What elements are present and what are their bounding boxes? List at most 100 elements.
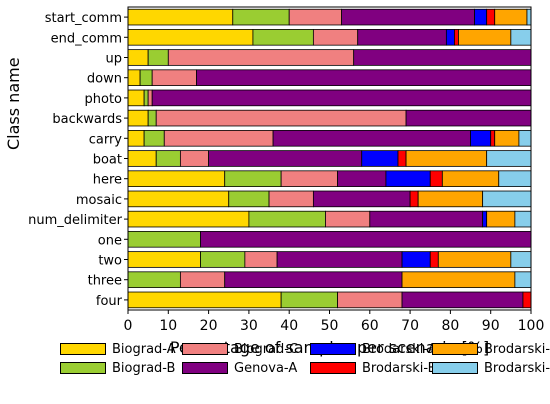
legend-label: Biograd-A: [112, 341, 176, 357]
y-tick-label: backwards: [52, 112, 122, 127]
bar-mosaic-Biograd-B: [228, 190, 270, 208]
bar-boat-Biograd-C: [179, 150, 209, 167]
x-tick-label: 50: [321, 318, 339, 334]
bar-here-Biograd-B: [224, 170, 282, 187]
legend-swatch: [310, 343, 356, 355]
bar-here-Brodarski-D: [498, 170, 532, 187]
bar-start_comm-Brodarski-D: [526, 8, 532, 26]
legend-label: Brodarski-A: [362, 341, 437, 357]
bar-four-Genova-A: [401, 291, 524, 309]
legend-item-Brodarski-C: Brodarski-C: [432, 340, 550, 358]
bar-two-Biograd-B: [200, 251, 246, 268]
legend-label: Biograd-C: [234, 341, 299, 357]
bar-carry-Biograd-B: [143, 130, 165, 147]
x-tick-label: 90: [482, 318, 500, 334]
bar-carry-Brodarski-B: [490, 130, 496, 147]
y-tick-label: three: [88, 274, 122, 289]
bar-here-Biograd-A: [127, 170, 226, 187]
y-tick-label: mosaic: [76, 193, 122, 208]
legend-label: Genova-A: [234, 360, 298, 376]
y-tick-label: num_delimiter: [28, 213, 122, 228]
bar-num_delimiter-Brodarski-C: [486, 210, 516, 228]
bar-up-Biograd-B: [147, 49, 169, 66]
bar-end_comm-Biograd-C: [312, 29, 359, 46]
bar-three-Biograd-B: [127, 271, 181, 288]
bar-four-Biograd-B: [280, 291, 338, 309]
bar-here-Genova-A: [337, 170, 387, 187]
legend: Biograd-A Biograd-B Biograd-C Genova-A Broda…: [60, 340, 550, 398]
bar-up-Genova-A: [353, 49, 532, 66]
y-tick-label: here: [93, 173, 122, 188]
legend-item-Biograd-B: Biograd-B: [60, 359, 175, 377]
bar-here-Brodarski-A: [385, 170, 431, 187]
legend-swatch: [182, 343, 228, 355]
bar-here-Brodarski-C: [441, 170, 500, 187]
bar-start_comm-Biograd-C: [288, 8, 342, 26]
bar-carry-Brodarski-A: [470, 130, 492, 147]
legend-label: Biograd-B: [112, 360, 176, 376]
legend-label: Brodarski-D: [484, 360, 550, 376]
y-tick-label: end_comm: [51, 31, 122, 46]
bar-end_comm-Biograd-A: [127, 29, 254, 46]
legend-item-Brodarski-B: Brodarski-B: [310, 359, 437, 377]
bar-mosaic-Brodarski-C: [417, 190, 484, 208]
bar-carry-Biograd-C: [163, 130, 274, 147]
y-tick-label: down: [87, 72, 122, 87]
bar-photo-Biograd-C: [147, 89, 153, 107]
legend-swatch: [310, 362, 356, 374]
bar-start_comm-Brodarski-B: [486, 8, 496, 26]
bar-end_comm-Biograd-B: [252, 29, 314, 46]
bar-boat-Brodarski-C: [405, 150, 488, 167]
y-axis-label: Class name: [4, 57, 23, 150]
legend-label: Brodarski-B: [362, 360, 437, 376]
y-tick-label: one: [98, 233, 122, 248]
legend-item-Biograd-C: Biograd-C: [182, 340, 298, 358]
bar-boat-Brodarski-B: [397, 150, 407, 167]
y-tick-label: start_comm: [45, 11, 122, 26]
bar-two-Brodarski-A: [401, 251, 431, 268]
legend-item-Brodarski-D: Brodarski-D: [432, 359, 550, 377]
bar-here-Brodarski-B: [429, 170, 443, 187]
legend-swatch: [60, 343, 106, 355]
legend-swatch: [432, 362, 478, 374]
bar-mosaic-Biograd-C: [268, 190, 314, 208]
bar-start_comm-Biograd-B: [232, 8, 290, 26]
bar-photo-Genova-A: [151, 89, 532, 107]
bar-backwards-Genova-A: [405, 109, 532, 127]
y-tick-label: up: [106, 52, 123, 67]
bar-three-Brodarski-C: [401, 271, 516, 288]
legend-swatch: [432, 343, 478, 355]
bar-three-Biograd-C: [179, 271, 226, 288]
bar-up-Biograd-A: [127, 49, 149, 66]
legend-swatch: [182, 362, 228, 374]
bar-photo-Biograd-A: [127, 89, 145, 107]
bar-boat-Brodarski-A: [361, 150, 399, 167]
bar-start_comm-Brodarski-C: [494, 8, 528, 26]
bar-carry-Brodarski-D: [518, 130, 532, 147]
bar-up-Biograd-C: [167, 49, 355, 66]
bar-mosaic-Brodarski-B: [409, 190, 419, 208]
bar-two-Brodarski-C: [437, 251, 512, 268]
bar-start_comm-Genova-A: [341, 8, 475, 26]
bar-boat-Brodarski-D: [486, 150, 532, 167]
legend-swatch: [60, 362, 106, 374]
x-tick-label: 60: [361, 318, 379, 334]
bar-start_comm-Biograd-A: [127, 8, 234, 26]
bar-num_delimiter-Brodarski-D: [514, 210, 532, 228]
bar-num_delimiter-Brodarski-A: [482, 210, 488, 228]
bar-num_delimiter-Biograd-B: [248, 210, 326, 228]
bar-four-Biograd-A: [127, 291, 282, 309]
bar-end_comm-Brodarski-A: [445, 29, 455, 46]
bar-mosaic-Brodarski-D: [482, 190, 532, 208]
x-tick-label: 20: [200, 318, 218, 334]
bar-mosaic-Biograd-A: [127, 190, 230, 208]
legend-item-Biograd-A: Biograd-A: [60, 340, 176, 358]
x-tick-label: 30: [240, 318, 258, 334]
bar-carry-Genova-A: [272, 130, 471, 147]
bar-boat-Biograd-B: [155, 150, 181, 167]
bar-four-Brodarski-B: [522, 291, 532, 309]
bar-four-Biograd-C: [337, 291, 403, 309]
legend-item-Brodarski-A: Brodarski-A: [310, 340, 437, 358]
bar-two-Brodarski-B: [429, 251, 439, 268]
bar-carry-Biograd-A: [127, 130, 145, 147]
